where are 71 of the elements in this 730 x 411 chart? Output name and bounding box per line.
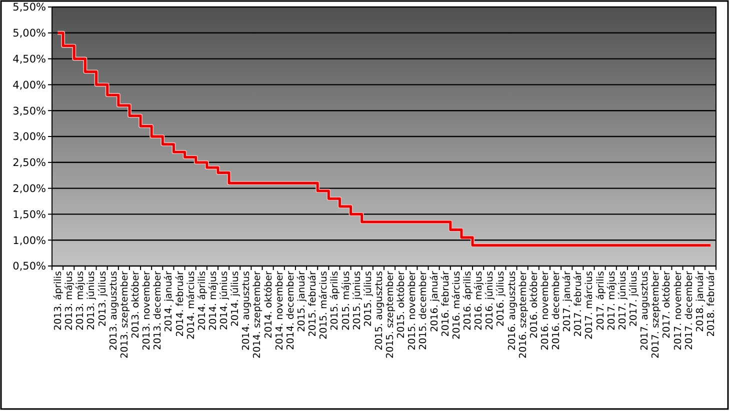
- x-tick-label: 2016. június: [484, 271, 496, 330]
- x-tick-label: 2017. november: [672, 270, 684, 350]
- y-tick-label: 0,50%: [12, 260, 46, 273]
- x-tick-label: 2016. május: [474, 271, 485, 330]
- x-tick-label: 2017. október: [662, 270, 673, 339]
- y-tick-label: 3,00%: [12, 131, 46, 144]
- x-tick-label: 2014. november: [274, 270, 286, 350]
- x-tick-label: 2014. április: [196, 271, 208, 330]
- x-tick-label: 2016. december: [551, 270, 562, 350]
- x-tick-label: 2016. október: [528, 270, 540, 339]
- x-tick-label: 2016. március: [451, 271, 462, 340]
- x-tick-label: 2013. december: [152, 270, 164, 350]
- x-tick-label: 2013. október: [130, 270, 142, 339]
- x-tick-label: 2014. szeptember: [252, 270, 264, 358]
- x-tick-label: 2014. augusztus: [241, 271, 252, 351]
- x-tick-label: 2013. május: [75, 271, 86, 330]
- x-tick-label: 2017. május: [606, 271, 618, 330]
- x-tick-label: 2015. július: [362, 271, 374, 327]
- x-tick-label: 2014. július: [230, 271, 242, 327]
- x-tick-label: 2013. június: [86, 271, 98, 330]
- x-tick-label: 2014. március: [186, 271, 197, 340]
- x-tick-label: 2015. június: [352, 271, 363, 330]
- y-tick-label: 4,00%: [12, 79, 46, 92]
- x-tick-label: 2015. október: [396, 270, 408, 339]
- x-tick-label: 2015. április: [330, 271, 341, 330]
- x-tick-label: 2015. december: [418, 270, 430, 350]
- x-tick-label: 2013. április: [53, 271, 64, 330]
- x-tick-label: 2014. január: [164, 270, 175, 332]
- x-tick-label: 2013. november: [142, 270, 153, 350]
- x-tick-label: 2015. szeptember: [385, 270, 396, 358]
- y-tick-label: 3,50%: [12, 105, 46, 118]
- x-tick-label: 2016. augusztus: [506, 271, 518, 351]
- x-tick-label: 2016. november: [540, 270, 551, 350]
- x-tick-label: 2015. november: [407, 270, 418, 350]
- x-tick-label: 2017. április: [595, 271, 606, 330]
- x-tick-label: 2017. szeptember: [650, 270, 662, 358]
- x-tick-label: 2018. február: [706, 270, 717, 337]
- x-tick-label: 2016. július: [496, 271, 507, 327]
- x-tick-label: 2013. július: [97, 271, 108, 327]
- x-tick-label: 2015. február: [308, 270, 319, 337]
- y-tick-label: 2,50%: [12, 157, 46, 170]
- x-tick-label: 2014. október: [263, 270, 274, 339]
- x-tick-label: 2015. január: [296, 270, 308, 332]
- x-tick-label: 2017. augusztus: [640, 271, 651, 351]
- x-tick-label: 2018. január: [694, 270, 706, 332]
- x-tick-label: 2016. április: [462, 271, 474, 330]
- x-tick-label: 2015. március: [318, 271, 330, 340]
- x-tick-label: 2017. március: [584, 271, 596, 340]
- y-tick-label: 5,50%: [12, 2, 46, 14]
- x-tick-label: 2014. december: [285, 270, 296, 350]
- x-tick-label: 2017. február: [573, 270, 584, 337]
- x-tick-label: 2017. július: [628, 271, 640, 327]
- x-tick-label: 2017. december: [684, 270, 695, 350]
- x-tick-label: 2016. január: [429, 270, 440, 332]
- x-tick-label: 2014. május: [208, 271, 219, 330]
- y-tick-label: 4,50%: [12, 53, 46, 66]
- x-tick-label: 2016. február: [440, 270, 452, 337]
- x-tick-label: 2014. február: [174, 270, 186, 337]
- x-tick-label: 2014. június: [219, 271, 230, 330]
- x-tick-label: 2013. augusztus: [108, 271, 120, 351]
- x-tick-label: 2017. június: [617, 271, 628, 330]
- y-tick-label: 1,00%: [12, 234, 46, 247]
- y-tick-label: 2,00%: [12, 182, 46, 195]
- x-tick-label: 2015. augusztus: [374, 271, 385, 351]
- x-tick-label: 2016. szeptember: [518, 270, 529, 358]
- x-tick-label: 2013. május: [64, 271, 76, 330]
- y-tick-label: 1,50%: [12, 208, 46, 221]
- x-tick-label: 2017. január: [562, 270, 574, 332]
- y-tick-label: 5,00%: [12, 28, 46, 40]
- x-tick-label: 2013. szeptember: [119, 270, 130, 358]
- x-tick-label: 2015. május: [340, 271, 352, 330]
